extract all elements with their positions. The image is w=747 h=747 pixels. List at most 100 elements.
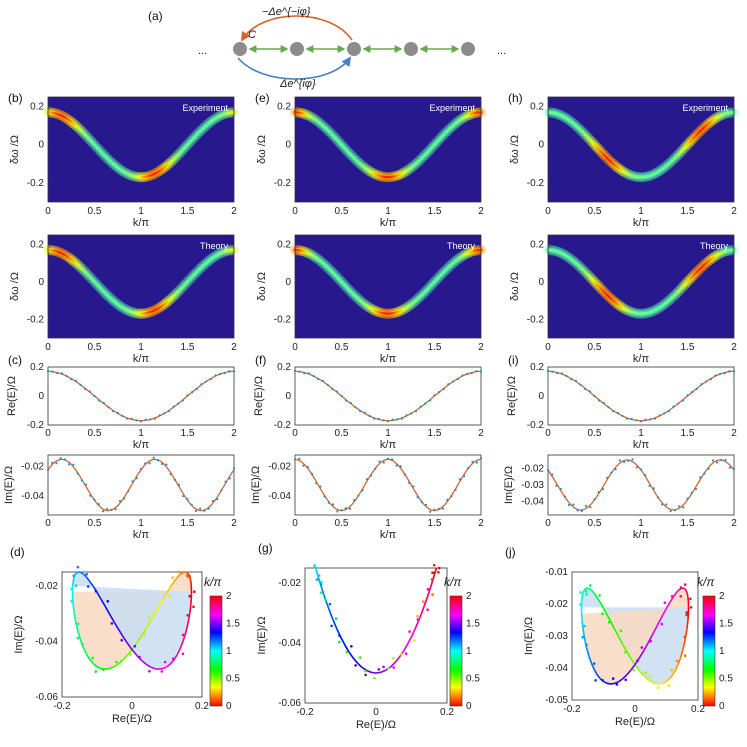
data-point: [395, 464, 398, 467]
data-point: [161, 462, 164, 465]
loop-curve-segment: [166, 663, 172, 668]
data-point: [663, 412, 666, 415]
data-point: [220, 489, 223, 492]
colorbar-title: k/π: [697, 575, 715, 589]
loop-curve-segment: [593, 669, 598, 675]
data-point: [584, 504, 588, 508]
data-point: [619, 629, 623, 632]
loop-curve-segment: [602, 607, 608, 615]
data-point: [410, 412, 413, 415]
loop-curve-segment: [190, 580, 193, 586]
loop-curve-segment: [647, 678, 652, 683]
x-tick-label: 1: [385, 342, 391, 353]
loop-curve-segment: [162, 591, 168, 600]
data-point: [298, 457, 301, 460]
loop-curve-segment: [166, 586, 172, 593]
x-tick-label: 0: [292, 518, 298, 529]
plot-frame: [47, 366, 235, 426]
data-point: [412, 485, 415, 488]
data-point: [120, 638, 123, 642]
x-axis-label: k/π: [380, 353, 397, 365]
data-point: [127, 490, 130, 493]
data-point: [191, 391, 194, 394]
data-point: [667, 684, 671, 687]
data-point: [70, 587, 73, 591]
heatmap-frame: [294, 234, 482, 339]
loop-curve-segment: [634, 664, 640, 671]
y-tick-label: 0.2: [277, 102, 291, 113]
loop-curve-segment: [432, 573, 436, 579]
data-point: [224, 480, 227, 483]
panel-label-a: (a): [148, 9, 163, 23]
x-tick-label: 2: [731, 342, 737, 353]
y-axis-label: Im(E)/Ω: [250, 466, 262, 504]
data-point: [635, 466, 638, 469]
y-tick-label: -0.02: [35, 581, 58, 592]
im-plot: -0.02 -0.04 0 0.5 1 1.5 2 k/π Im(E)/Ω: [3, 454, 237, 541]
data-point: [149, 418, 152, 421]
data-point: [350, 645, 353, 648]
data-point: [689, 597, 692, 601]
data-point: [700, 383, 703, 386]
data-point: [639, 468, 643, 471]
loop-curve-segment: [321, 589, 326, 597]
x-tick-label: 0: [545, 206, 551, 217]
x-tick-label: 0.2: [440, 707, 454, 718]
data-point: [323, 495, 326, 498]
loop-curve-segment: [366, 669, 372, 674]
loop-curve-segment: [591, 589, 595, 594]
loop-curve-segment: [621, 674, 628, 680]
x-axis-label: k/π: [633, 439, 650, 451]
y-axis-label: Im(E)/Ω: [3, 466, 15, 504]
x-tick-label: 1: [638, 518, 644, 529]
x-tick-label: 0.5: [335, 342, 349, 353]
data-point: [114, 508, 117, 511]
loop-curve-segment: [86, 654, 91, 661]
x-tick-label: 0: [545, 342, 551, 353]
data-point: [454, 488, 457, 491]
loop-curve-segment: [158, 598, 164, 607]
data-point: [173, 478, 176, 481]
data-point: [405, 414, 408, 417]
loop-curve-segment: [618, 678, 623, 683]
right-ellipsis: ...: [497, 45, 506, 57]
data-point: [597, 491, 600, 494]
colorbar-tick-label: 0.5: [719, 674, 733, 685]
data-point: [373, 676, 376, 680]
loop-curve-segment: [332, 620, 338, 630]
panel-label: (g): [258, 541, 273, 555]
data-point: [667, 410, 671, 413]
data-point: [354, 406, 357, 409]
y-tick-label: 0.2: [30, 102, 44, 113]
loop-curve-segment: [414, 620, 420, 630]
data-point: [631, 458, 634, 461]
y-axis-label: δω /Ω: [256, 272, 268, 301]
loop-curve-segment: [650, 628, 657, 637]
loop-curve-segment: [117, 628, 124, 637]
theory-curve: [547, 459, 735, 511]
heatmap-experiment: Experiment 0.2 0 -0.2 0 0.5 1 1.5 2 k/π δω /Ω (b): [8, 91, 239, 229]
data-point: [392, 657, 395, 660]
data-point: [107, 406, 110, 409]
loop-curve-segment: [654, 621, 661, 630]
data-point: [156, 459, 159, 462]
data-point: [399, 465, 402, 468]
loop-curve-segment: [585, 587, 588, 590]
heatmap-theory: Theory 0.2 0 -0.2 0 0.5 1 1.5 2 k/π δω /Ω: [256, 234, 486, 365]
loop-curve-segment: [677, 588, 682, 592]
data-point: [627, 459, 630, 462]
data-point: [81, 643, 84, 646]
data-point: [636, 659, 639, 662]
loop-curve-segment: [83, 573, 88, 579]
data-point: [430, 578, 434, 581]
data-point: [624, 650, 627, 654]
y-tick-label: -0.2: [274, 314, 292, 325]
data-point: [68, 463, 71, 466]
data-point: [76, 565, 80, 569]
heatmap-experiment: Experiment 0.2 0 -0.2 0 0.5 1 1.5 2 k/π δω /Ω (e): [255, 91, 486, 229]
data-point: [416, 496, 419, 499]
loop-curve-segment: [603, 680, 608, 685]
left-ellipsis: ...: [198, 45, 207, 57]
re-plot: 0.20-0.20 0.5 1 1.5 2k/πRe(E)/Ω(f): [253, 353, 484, 451]
x-tick-label: 0.5: [588, 342, 602, 353]
